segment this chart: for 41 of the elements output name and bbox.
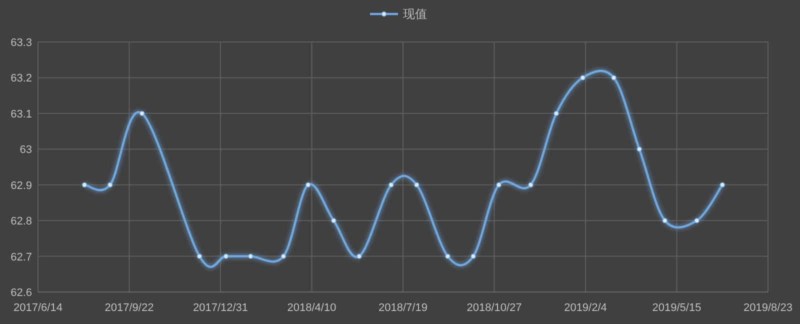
point: [139, 110, 145, 116]
point: [280, 254, 286, 259]
point: [306, 182, 311, 188]
point: [196, 254, 202, 259]
point: [528, 182, 534, 188]
point: [82, 182, 88, 188]
legend-label: 现值: [403, 7, 427, 21]
point: [445, 254, 450, 259]
point: [662, 218, 668, 224]
y-tick-label: 62.9: [10, 180, 32, 192]
x-tick-label: 2017/12/31: [192, 302, 248, 314]
y-tick-label: 62.8: [10, 216, 32, 228]
point: [611, 75, 616, 80]
point: [356, 254, 362, 259]
point: [470, 254, 476, 259]
point: [554, 110, 559, 116]
x-tick-label: 2018/10/27: [466, 302, 522, 314]
point: [331, 218, 336, 224]
point: [580, 75, 586, 80]
y-tick-label: 62.7: [10, 251, 32, 264]
point: [720, 182, 725, 188]
point: [414, 182, 420, 188]
x-tick-label: 2017/9/22: [104, 302, 154, 314]
x-tick-label: 2018/4/10: [287, 302, 336, 314]
point: [694, 218, 700, 224]
y-tick-label: 62.6: [10, 287, 32, 299]
point: [248, 254, 254, 259]
point: [223, 254, 229, 259]
x-tick-label: 2017/6/14: [14, 302, 62, 314]
x-tick-label: 2019/8/23: [744, 302, 792, 314]
y-tick-label: 63.2: [10, 72, 32, 85]
y-tick-label: 63.1: [10, 108, 32, 120]
y-tick-label: 63: [20, 144, 32, 156]
x-tick-label: 2018/7/19: [378, 302, 428, 314]
x-tick-label: 2019/5/15: [652, 302, 702, 314]
point: [388, 182, 394, 188]
point: [496, 182, 502, 188]
point: [107, 182, 113, 188]
y-tick-label: 63.3: [10, 37, 32, 49]
point: [636, 146, 642, 152]
x-tick-label: 2019/2/4: [564, 302, 607, 314]
